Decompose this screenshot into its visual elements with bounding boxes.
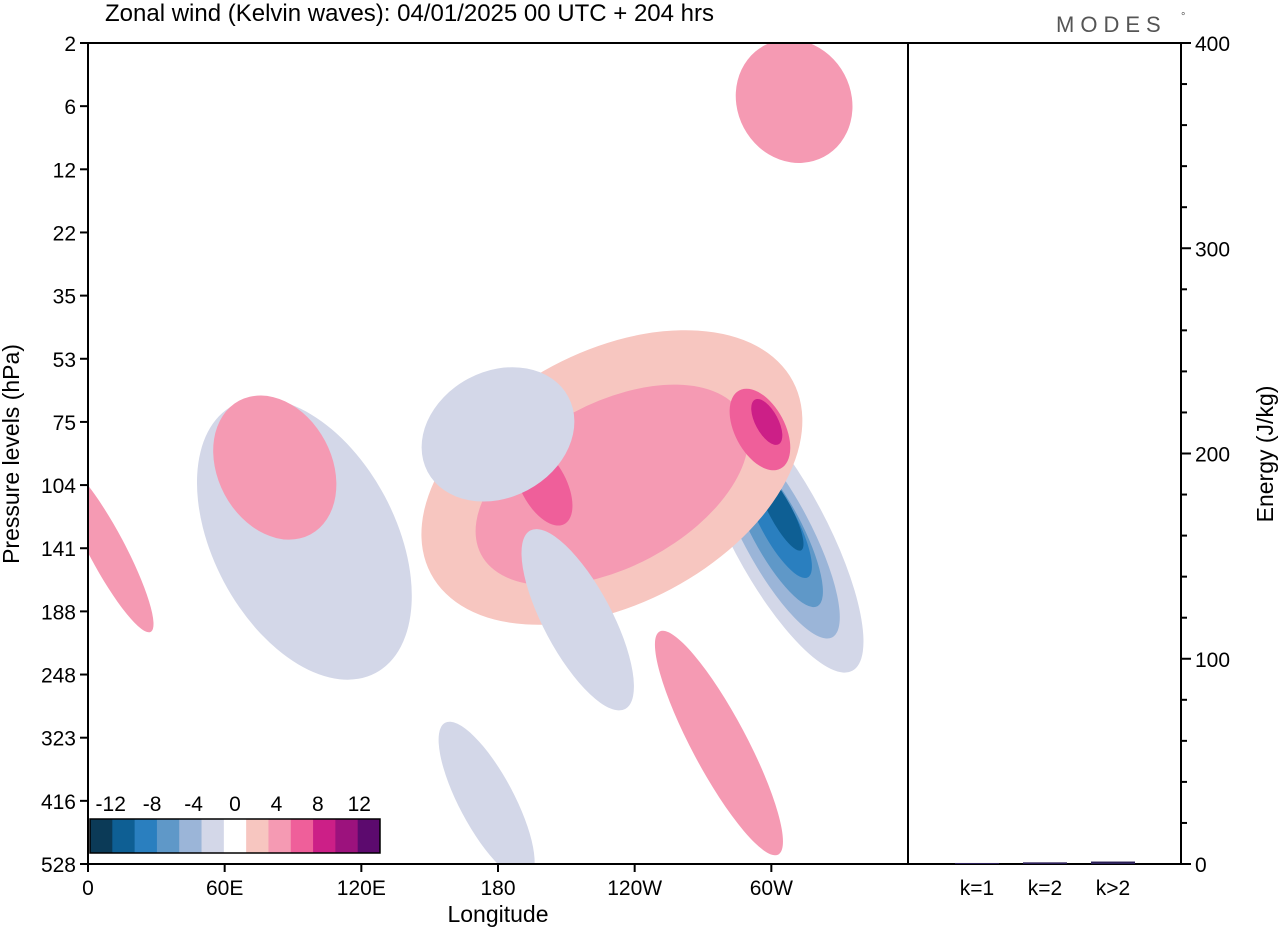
y-tick-label: 2	[64, 33, 76, 56]
energy-tick-label: 100	[1195, 649, 1230, 672]
energy-bar	[1091, 861, 1135, 864]
x-tick-label: 120E	[337, 877, 386, 900]
colorbar-swatch	[246, 819, 269, 853]
energy-bar	[1023, 862, 1067, 864]
colorbar: -12 -8 -4 0 4 8 12	[89, 793, 381, 854]
y-tick-label: 416	[41, 791, 76, 814]
colorbar-swatch	[335, 819, 359, 853]
y-tick-label: 188	[41, 601, 76, 624]
x-tick-label: 120W	[607, 877, 662, 900]
colorbar-tick-label: 8	[312, 793, 324, 816]
x-tick-label: 60W	[750, 877, 793, 900]
brand-logo-mark: °	[1181, 11, 1185, 23]
y-tick-label: 12	[53, 159, 76, 182]
y-tick-label: 104	[41, 475, 76, 498]
colorbar-swatch	[223, 819, 247, 853]
y-tick-label: 141	[41, 538, 76, 561]
energy-category-label: k=1	[960, 877, 994, 900]
colorbar-tick-label: -12	[96, 793, 126, 816]
x-axis-label: Longitude	[447, 901, 548, 927]
y-tick-label: 22	[53, 222, 76, 245]
energy-category-label: k=2	[1028, 877, 1062, 900]
y-tick-label: 53	[53, 349, 76, 372]
energy-x-axis: k=1 k=2 k>2	[960, 877, 1130, 900]
colorbar-tick-label: 0	[229, 793, 241, 816]
contour-region-13	[421, 367, 575, 502]
energy-tick-label: 400	[1195, 33, 1230, 56]
brand-logo-text: MODES	[1056, 12, 1167, 37]
y-axis-label: Pressure levels (hPa)	[0, 344, 24, 564]
energy-tick-label: 300	[1195, 238, 1230, 261]
x-tick-label: 180	[480, 877, 515, 900]
energy-tick-label: 200	[1195, 444, 1230, 467]
colorbar-swatch	[112, 819, 136, 853]
brand-logo: MODES °	[1056, 11, 1185, 37]
contour-region-10	[751, 398, 783, 445]
x-axis: 0 60E 120E 180 120W 60W	[82, 864, 793, 900]
y-tick-label: 323	[41, 728, 76, 751]
colorbar-tick-label: -4	[184, 793, 203, 816]
y-tick-label: 35	[53, 286, 76, 309]
contour-region-15	[438, 721, 535, 864]
energy-bar	[955, 862, 999, 864]
energy-bars	[955, 861, 1135, 864]
energy-tick-label: 0	[1195, 854, 1207, 877]
colorbar-frame	[89, 818, 381, 854]
colorbar-swatch	[357, 819, 381, 853]
colorbar-swatch	[313, 819, 336, 853]
contour-region-14	[521, 529, 634, 711]
contour-region-17	[88, 464, 154, 633]
energy-y-axis: 0 100 200 300 400	[1181, 33, 1230, 877]
x-tick-label: 60E	[206, 877, 243, 900]
colorbar-swatch	[201, 819, 225, 853]
colorbar-tick-label: -8	[143, 793, 162, 816]
colorbar-swatch	[290, 819, 314, 853]
colorbar-swatch	[156, 819, 180, 853]
y-tick-label: 75	[53, 412, 76, 435]
contour-field	[88, 43, 896, 864]
colorbar-swatch	[134, 819, 158, 853]
colorbar-swatch	[268, 819, 292, 853]
energy-axis-label: Energy (J/kg)	[1252, 386, 1278, 523]
colorbar-swatch	[179, 819, 203, 853]
chart-title: Zonal wind (Kelvin waves): 04/01/2025 00…	[105, 0, 714, 27]
zonal-wind-panel: 0 60E 120E 180 120W 60W 2 6 12 22 35 53 75 104 141 188…	[0, 33, 909, 927]
colorbar-tick-label: 12	[348, 793, 371, 816]
energy-panel: 0 100 200 300 400 k=1 k=2 k>2 Energy (J/kg)	[907, 33, 1278, 900]
contour-region-18	[735, 43, 853, 163]
y-tick-label: 6	[64, 96, 76, 119]
contour-region-16	[654, 630, 783, 856]
x-tick-label: 0	[82, 877, 94, 900]
contour-region-12	[213, 395, 337, 540]
y-tick-label: 248	[41, 665, 76, 688]
colorbar-tick-label: 4	[271, 793, 283, 816]
y-tick-label: 528	[41, 854, 76, 877]
energy-category-label: k>2	[1096, 877, 1130, 900]
y-axis: 2 6 12 22 35 53 75 104 141 188 248 323 416 528	[41, 33, 88, 877]
colorbar-swatch	[90, 819, 113, 853]
